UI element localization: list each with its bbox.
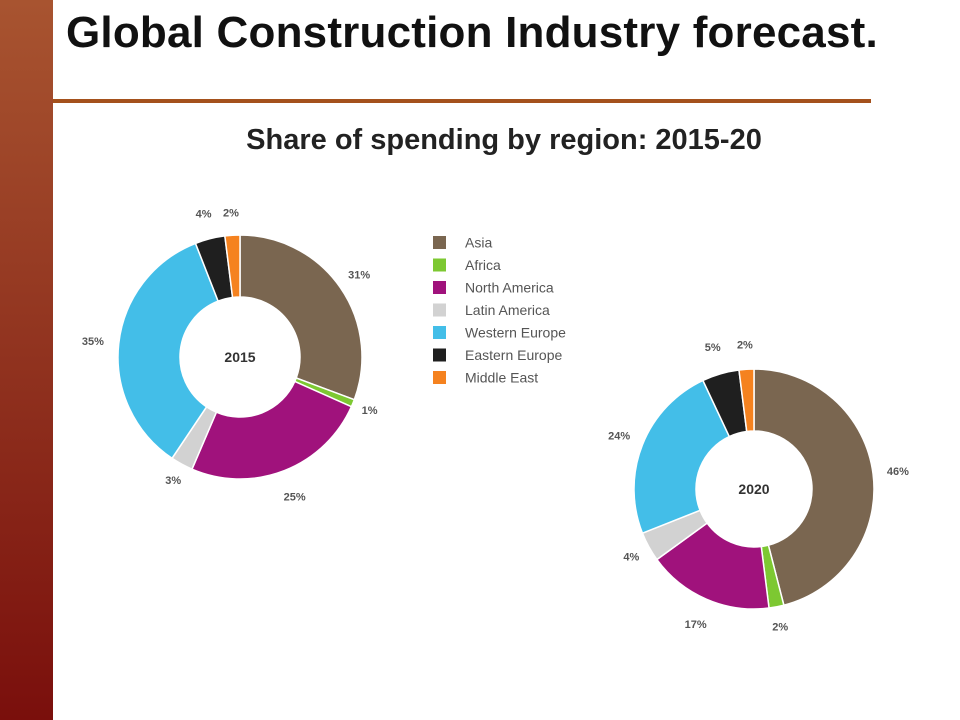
data-label-africa-2020: 2% [772,622,788,634]
data-label-eastern-europe-2020: 5% [705,342,721,354]
data-label-middle-east-2020: 2% [737,339,753,351]
slice-asia-2015 [239,234,363,401]
legend-swatch-latin-america [433,303,446,317]
slice-middle-east-2020 [738,368,755,433]
legend-label-north-america: North America [465,280,554,296]
side-accent-bar [0,0,53,720]
legend-label-latin-america: Latin America [465,302,550,318]
slice-asia-2020 [753,368,875,607]
legend-label-middle-east: Middle East [465,370,538,386]
data-label-asia-2020: 46% [887,466,909,478]
legend-swatch-eastern-europe [433,348,446,362]
data-label-western-europe-2015: 35% [82,336,104,348]
slice-north-america-2015 [191,380,353,480]
chart-subtitle: Share of spending by region: 2015-20 [246,124,762,156]
data-label-africa-2015: 1% [362,405,378,417]
slice-western-europe-2015 [117,242,220,460]
slice-middle-east-2015 [224,234,241,299]
legend-label-western-europe: Western Europe [465,325,566,341]
legend-swatch-middle-east [433,371,446,384]
legend-swatch-asia [433,236,446,249]
donut-chart-2020: 46% 2% 17% 4% 24% 5% 2% 2020 [608,339,909,633]
slide-title: Global Construction Industry forecast. [66,8,878,57]
data-label-asia-2015: 31% [348,269,370,281]
data-label-middle-east-2015: 2% [223,207,239,219]
donut-chart-2015: 31% 1% 25% 3% 35% 4% 2% 2015 [82,207,378,503]
data-label-western-europe-2020: 24% [608,431,630,443]
data-label-eastern-europe-2015: 4% [196,209,212,221]
legend-label-eastern-europe: Eastern Europe [465,347,562,363]
data-label-latin-america-2020: 4% [623,551,639,563]
slice-western-europe-2020 [633,379,731,535]
legend-label-africa: Africa [465,257,501,273]
center-year-label-2020: 2020 [738,481,769,497]
legend-label-asia: Asia [465,235,492,251]
legend-swatch-western-europe [433,326,446,339]
data-label-north-america-2020: 17% [685,619,707,631]
title-divider [53,99,871,103]
slice-north-america-2020 [655,522,770,610]
legend: Asia Africa North America Latin America West… [433,235,566,386]
data-label-latin-america-2015: 3% [165,475,181,487]
data-label-north-america-2015: 25% [284,492,306,504]
legend-swatch-africa [433,258,446,272]
legend-swatch-north-america [433,281,446,294]
center-year-label-2015: 2015 [224,349,255,365]
